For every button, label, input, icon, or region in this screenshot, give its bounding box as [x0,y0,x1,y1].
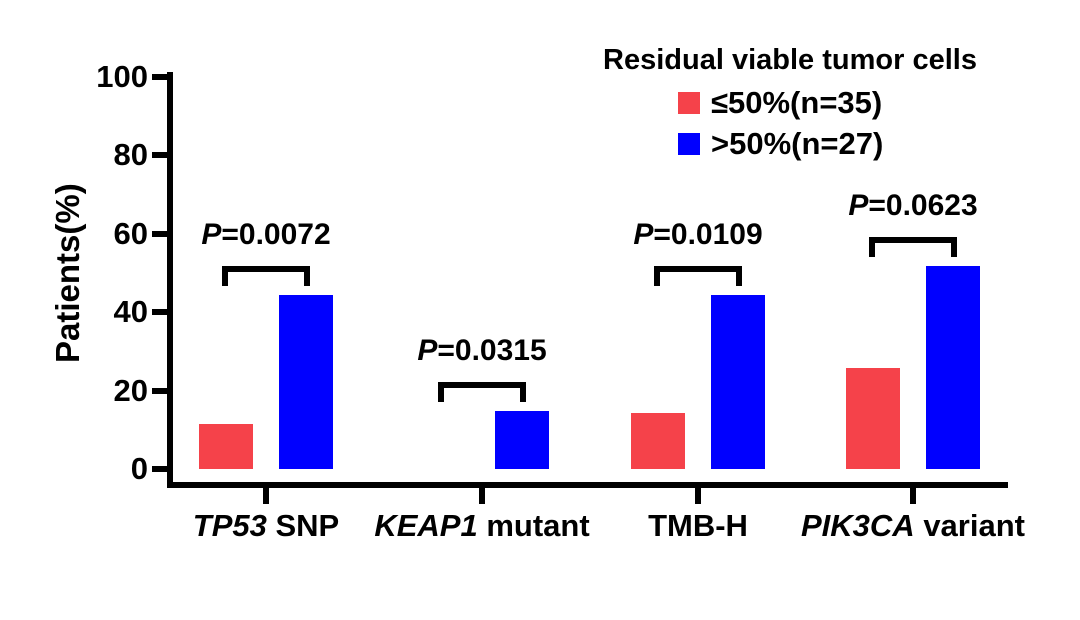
x-tick [910,488,916,504]
legend-item-label: >50%(n=27) [711,126,884,161]
category-label-pik3ca-variant: PIK3CA variant [801,508,1025,543]
y-tick-label: 40 [113,294,148,330]
y-tick [152,466,167,472]
bar-tp53-snp-s1 [279,295,333,469]
p-symbol: P [633,217,654,251]
p-value-label: P=0.0109 [633,217,763,251]
p-symbol: P [417,333,438,367]
x-axis-line [167,482,1008,488]
bar-keap1-mutant-s1 [495,411,549,469]
x-tick [695,488,701,504]
category-label-tmb-h: TMB-H [648,508,748,543]
p-symbol: P [201,217,222,251]
legend-item-label: ≤50%(n=35) [711,85,883,120]
category-label-tp53-snp: TP53 SNP [192,508,340,543]
y-tick [152,387,167,394]
bar-tmb-h-s1 [711,295,765,469]
gene-name-italic: TP53 [192,508,267,543]
p-symbol: P [848,188,869,222]
legend-title: Residual viable tumor cells [603,44,977,76]
x-tick [479,488,485,504]
p-value-label: P=0.0315 [417,333,547,367]
legend-item-1: >50%(n=27) [678,126,884,161]
y-tick [152,74,167,80]
p-value-label: P=0.0072 [201,217,331,251]
gene-name-italic: PIK3CA [801,508,915,543]
y-tick [152,152,167,159]
significance-bracket [654,265,742,286]
y-tick-label: 20 [113,372,148,408]
bar-pik3ca-variant-s0 [846,368,900,469]
x-tick [263,488,269,504]
y-tick [152,309,167,316]
bar-pik3ca-variant-s1 [926,266,980,469]
y-tick [152,230,167,237]
legend-swatch-1 [678,133,700,155]
gene-name-italic: KEAP1 [374,508,478,543]
y-axis-line [167,72,173,488]
y-tick-label: 100 [96,59,148,94]
legend-swatch-0 [678,92,700,114]
bar-tp53-snp-s0 [199,424,253,469]
category-label-keap1-mutant: KEAP1 mutant [374,508,590,543]
bar-tmb-h-s0 [631,413,685,469]
significance-bracket [222,265,310,286]
y-tick-label: 80 [113,137,148,173]
p-value-label: P=0.0623 [848,188,978,222]
y-tick-label: 0 [130,451,148,486]
legend-item-0: ≤50%(n=35) [678,85,883,120]
significance-bracket [438,381,526,402]
y-tick-label: 60 [113,215,148,251]
significance-bracket [869,236,957,257]
